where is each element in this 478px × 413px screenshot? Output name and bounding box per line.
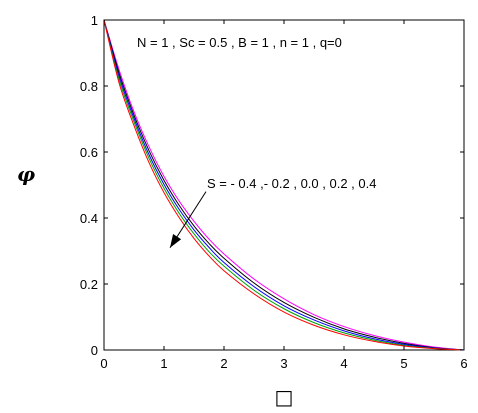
y-tick-label: 0 (91, 343, 98, 358)
series-line-1 (103, 19, 465, 351)
y-tick-label: 0.6 (80, 145, 98, 160)
y-tick-label: 0.4 (80, 211, 98, 226)
series-line-2 (103, 19, 465, 351)
parameters-annotation: N = 1 , Sc = 0.5 , B = 1 , n = 1 , q=0 (137, 35, 342, 50)
y-tick-label: 0.2 (80, 277, 98, 292)
tick-layer: 0 1 2 3 4 5 6 0 0.2 0.4 0.6 0.8 1 (80, 13, 468, 371)
x-tick-label: 2 (220, 356, 227, 371)
x-tick-label: 3 (280, 356, 287, 371)
y-tick-label: 0.8 (80, 79, 98, 94)
x-tick-label: 1 (160, 356, 167, 371)
series-layer (103, 19, 465, 351)
series-line-4 (103, 19, 465, 351)
x-tick-label: 4 (340, 356, 347, 371)
series-line-3 (103, 19, 465, 351)
arrow-head (170, 234, 182, 248)
series-line-0 (103, 19, 465, 351)
series-label-annotation: S = - 0.4 ,- 0.2 , 0.0 , 0.2 , 0.4 (207, 176, 376, 191)
annotation-arrow (169, 191, 207, 248)
x-axis-label: □ (275, 385, 294, 409)
x-tick-label: 0 (100, 356, 107, 371)
x-tick-label: 5 (400, 356, 407, 371)
y-tick-label: 1 (91, 13, 98, 28)
y-axis-label: φ (17, 162, 35, 186)
x-tick-label: 6 (460, 356, 467, 371)
